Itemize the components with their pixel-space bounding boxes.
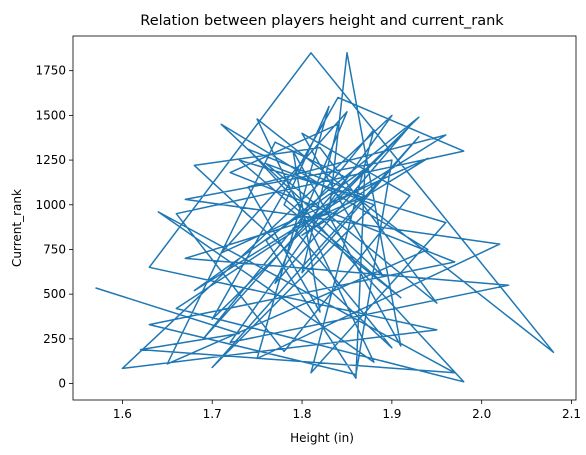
x-axis-label: Height (in) [290,431,354,445]
y-tick-label: 750 [43,242,66,256]
y-tick-label: 0 [58,377,66,391]
x-tick-label: 1.9 [382,407,401,421]
y-tick-label: 1000 [35,198,66,212]
plot-frame [72,35,577,401]
y-tick-label: 500 [43,287,66,301]
x-axis: 1.6 1.7 1.8 1.9 2.0 2.1 [113,400,581,421]
x-tick-label: 2.0 [472,407,491,421]
y-tick-label: 1500 [35,108,66,122]
plot-area [95,52,555,383]
y-tick-label: 1750 [35,64,66,78]
y-tick-label: 250 [43,332,66,346]
y-axis-label: Current_rank [10,189,24,267]
chart-title: Relation between players height and curr… [140,13,504,29]
series-line [95,52,555,383]
x-tick-label: 1.7 [203,407,222,421]
x-tick-label: 1.8 [292,407,311,421]
x-tick-label: 1.6 [113,407,132,421]
x-tick-label: 2.1 [562,407,581,421]
y-tick-label: 1250 [35,153,66,167]
y-axis: 0 250 500 750 1000 1250 1500 1750 [35,64,73,391]
